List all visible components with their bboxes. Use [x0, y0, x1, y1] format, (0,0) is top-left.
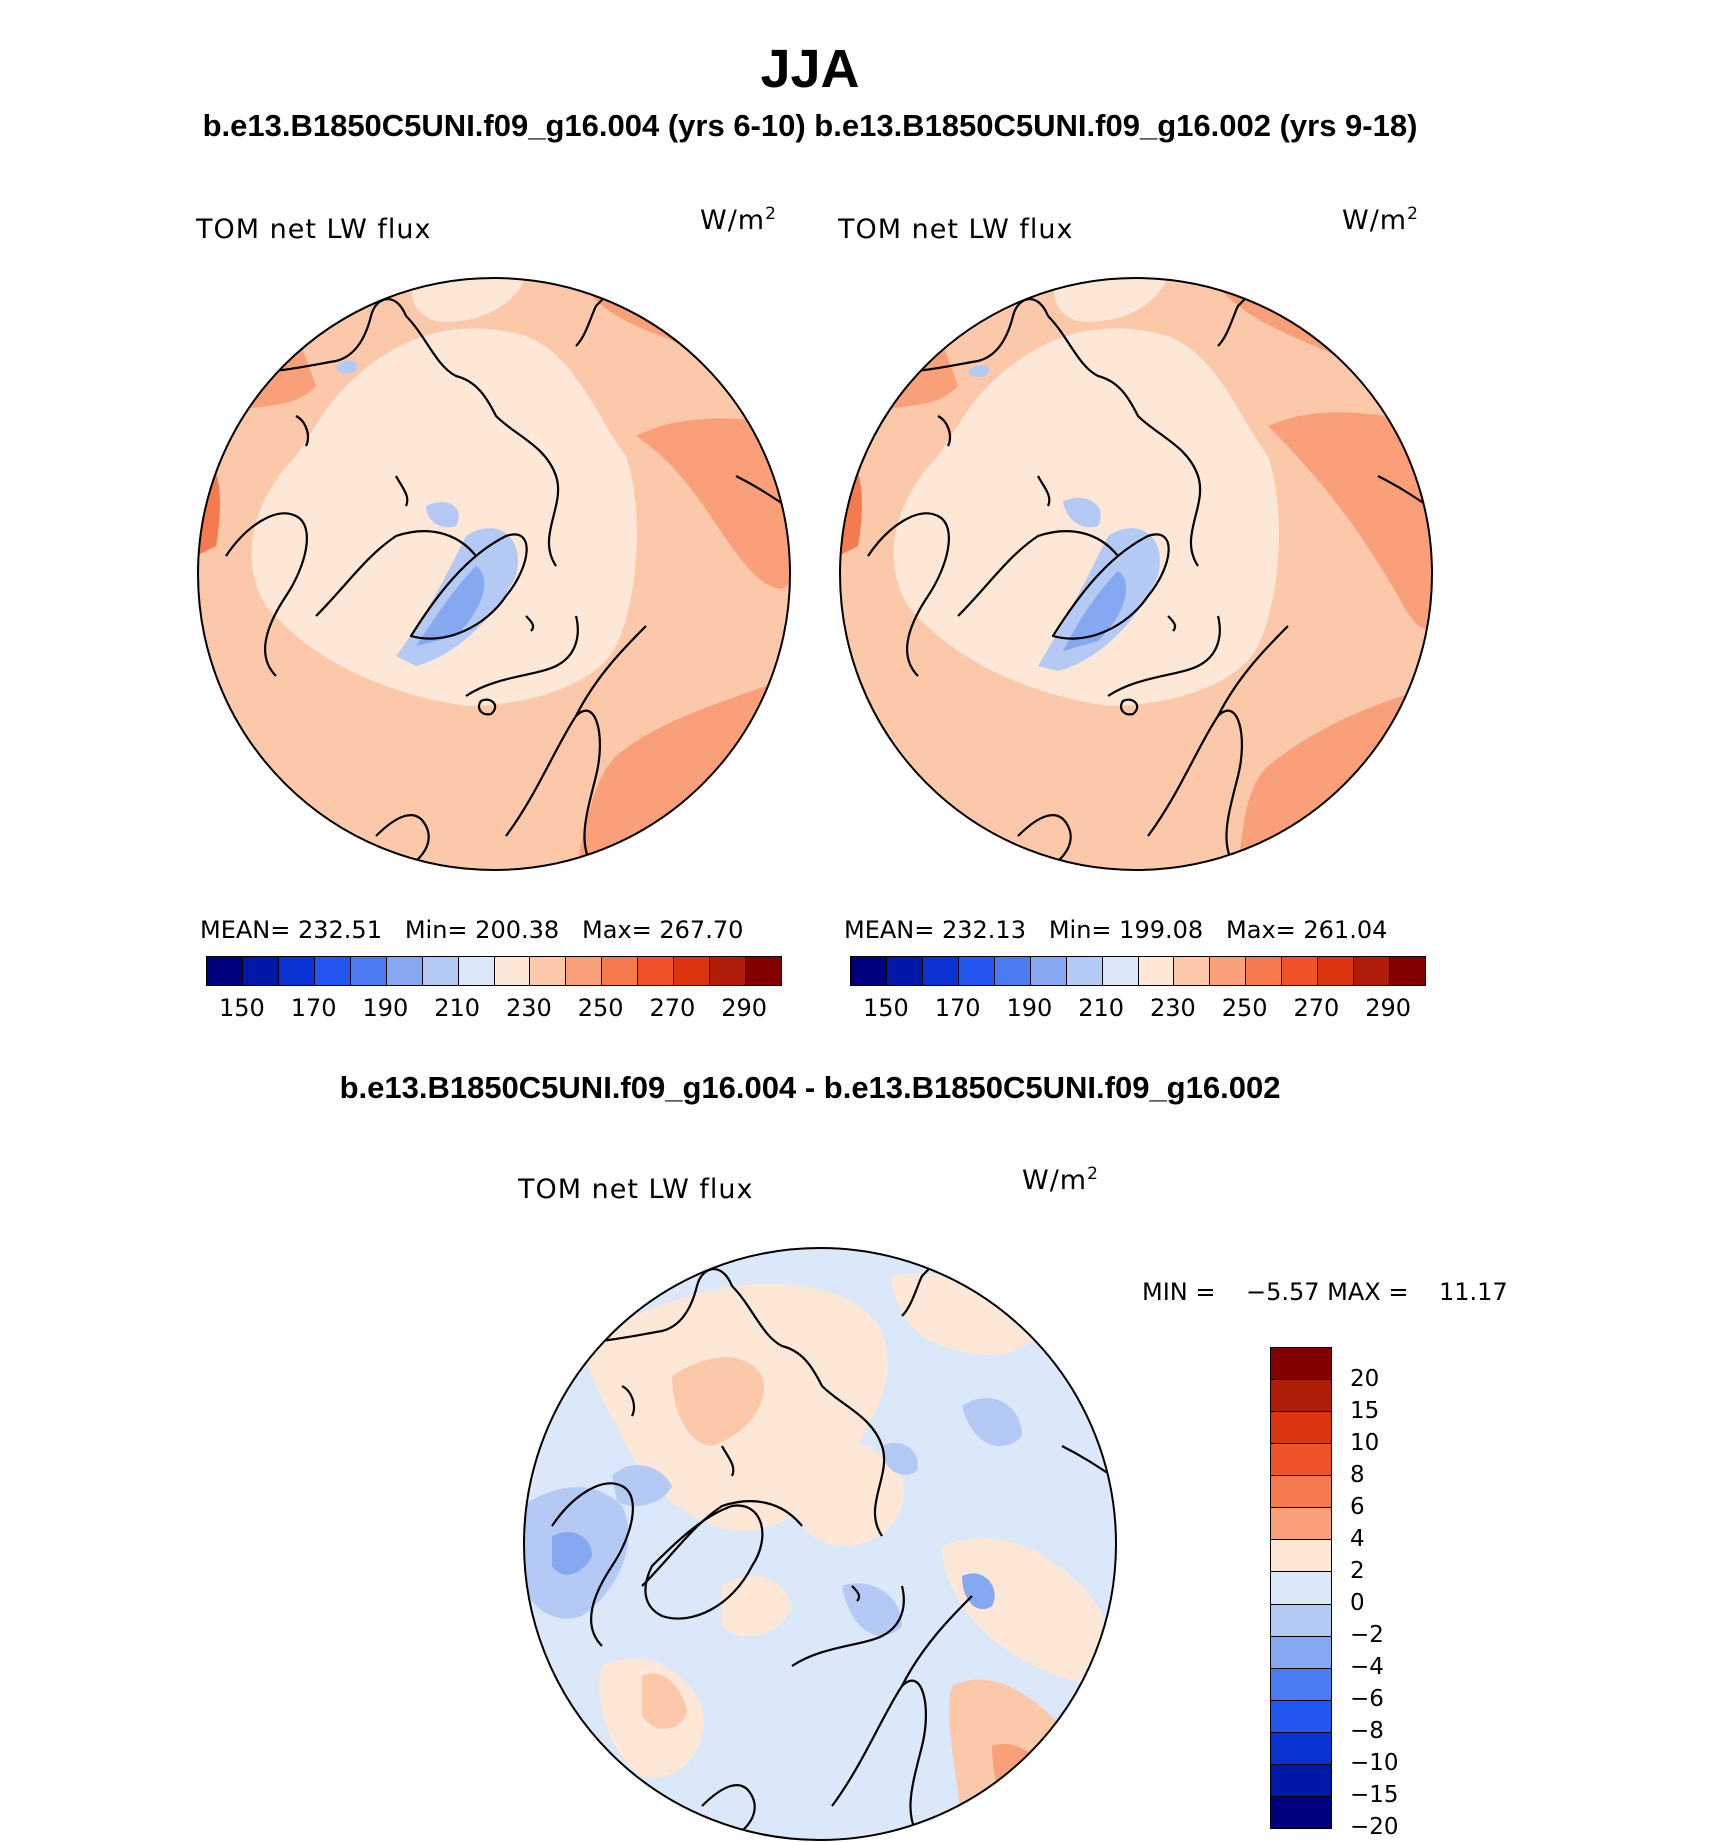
colorbar-tick-label: −20: [1350, 1814, 1399, 1840]
colorbar-tick-label: 15: [1350, 1398, 1380, 1424]
colorbar-tick-label: 270: [1293, 994, 1340, 1022]
colorbar-tick-label: 4: [1350, 1526, 1365, 1552]
colorbar-swatch: [1390, 957, 1425, 985]
colorbar-tick-label: 0: [1350, 1590, 1365, 1616]
colorbar-swatch: [1271, 1732, 1331, 1765]
colorbar-swatch: [602, 957, 639, 985]
colorbar-tick-label: 190: [1006, 994, 1053, 1022]
polar-map-case2: [839, 277, 1433, 871]
panel1-variable-label: TOM net LW flux: [196, 214, 432, 245]
colorbar-swatch: [314, 957, 351, 985]
colorbar-tick-label: −10: [1350, 1750, 1399, 1776]
colorbar-swatch: [922, 957, 959, 985]
colorbar-swatch: [1354, 957, 1391, 985]
colorbar-swatch: [746, 957, 781, 985]
colorbar-swatch: [350, 957, 387, 985]
colorbar-tick-label: 290: [1365, 994, 1412, 1022]
colorbar-swatch: [994, 957, 1031, 985]
colorbar-swatch: [638, 957, 675, 985]
colorbar-swatch: [1066, 957, 1103, 985]
colorbar-swatch: [886, 957, 923, 985]
colorbar-swatch: [242, 957, 279, 985]
colorbar-swatch: [1271, 1668, 1331, 1701]
colorbar-swatch: [1174, 957, 1211, 985]
colorbar-swatch: [1318, 957, 1355, 985]
colorbar-tick-label: 230: [1149, 994, 1196, 1022]
colorbar-tick-label: 10: [1350, 1430, 1380, 1456]
colorbar-swatch: [1271, 1796, 1331, 1828]
colorbar-tick-label: −8: [1350, 1718, 1384, 1744]
colorbar-swatch: [1271, 1380, 1331, 1413]
polar-map-case1: [197, 277, 791, 871]
colorbar-swatch: [1271, 1348, 1331, 1381]
colorbar-swatch: [1271, 1412, 1331, 1445]
colorbar-tick-label: 190: [362, 994, 409, 1022]
colorbar-swatch: [207, 957, 243, 985]
colorbar-swatch: [530, 957, 567, 985]
subtitle-cases: b.e13.B1850C5UNI.f09_g16.004 (yrs 6-10) …: [202, 108, 1418, 143]
colorbar-swatch: [1271, 1476, 1331, 1509]
colorbar-tick-label: 20: [1350, 1366, 1380, 1392]
colorbar-tick-label: −15: [1350, 1782, 1399, 1808]
colorbar-swatch: [1271, 1444, 1331, 1477]
colorbar-tick-label: 210: [434, 994, 481, 1022]
colorbar-swatch: [1271, 1572, 1331, 1605]
colorbar-swatch: [958, 957, 995, 985]
panel3-colorbar-ticks: 20 15 10 8 6 4 2 0 −2 −4 −6 −8 −10 −15 −20: [1350, 1347, 1430, 1840]
colorbar-swatch: [1246, 957, 1283, 985]
colorbar-tick-label: −2: [1350, 1622, 1384, 1648]
colorbar-tick-label: 250: [577, 994, 624, 1022]
colorbar-tick-label: 2: [1350, 1558, 1365, 1584]
colorbar-tick-label: 250: [1221, 994, 1268, 1022]
colorbar-swatch: [1138, 957, 1175, 985]
colorbar-swatch: [494, 957, 531, 985]
colorbar-swatch: [566, 957, 603, 985]
colorbar-tick-label: 210: [1078, 994, 1125, 1022]
colorbar-swatch: [1271, 1604, 1331, 1637]
colorbar-swatch: [458, 957, 495, 985]
colorbar-swatch: [1271, 1508, 1331, 1541]
colorbar-tick-label: 170: [290, 994, 337, 1022]
panel3-units-label: W/m2: [1022, 1164, 1099, 1196]
polar-map-difference: [523, 1247, 1117, 1841]
panel2-units-label: W/m2: [1342, 204, 1419, 236]
colorbar-swatch: [1030, 957, 1067, 985]
colorbar-tick-label: −6: [1350, 1686, 1384, 1712]
panel3-stats: MIN = −5.57 MAX = 11.17: [1142, 1278, 1508, 1306]
panel1-colorbar-ticks: 150 170 190 210 230 250 270 290: [206, 994, 780, 1024]
colorbar-swatch: [1271, 1540, 1331, 1573]
colorbar-swatch: [386, 957, 423, 985]
colorbar-swatch: [422, 957, 459, 985]
colorbar-tick-label: 290: [721, 994, 768, 1022]
subtitle-difference: b.e13.B1850C5UNI.f09_g16.004 - b.e13.B18…: [339, 1070, 1281, 1105]
colorbar-swatch: [674, 957, 711, 985]
panel2-variable-label: TOM net LW flux: [838, 214, 1074, 245]
colorbar-tick-label: 230: [505, 994, 552, 1022]
panel1-colorbar: [206, 956, 782, 986]
colorbar-swatch: [1271, 1636, 1331, 1669]
colorbar-tick-label: 8: [1350, 1462, 1365, 1488]
colorbar-swatch: [851, 957, 887, 985]
colorbar-swatch: [710, 957, 747, 985]
panel1-units-label: W/m2: [700, 204, 777, 236]
panel2-colorbar-ticks: 150 170 190 210 230 250 270 290: [850, 994, 1424, 1024]
colorbar-swatch: [1210, 957, 1247, 985]
panel2-stats: MEAN= 232.13 Min= 199.08 Max= 261.04: [844, 916, 1388, 944]
colorbar-swatch: [1271, 1700, 1331, 1733]
colorbar-tick-label: −4: [1350, 1653, 1384, 1680]
colorbar-tick-label: 150: [218, 994, 265, 1022]
panel1-stats: MEAN= 232.51 Min= 200.38 Max= 267.70: [200, 916, 744, 944]
panel3-variable-label: TOM net LW flux: [518, 1174, 754, 1205]
panel2-colorbar: [850, 956, 1426, 986]
colorbar-swatch: [1271, 1764, 1331, 1797]
panel3-colorbar: [1270, 1347, 1332, 1829]
colorbar-swatch: [278, 957, 315, 985]
colorbar-swatch: [1282, 957, 1319, 985]
colorbar-tick-label: 170: [934, 994, 981, 1022]
colorbar-tick-label: 270: [649, 994, 696, 1022]
colorbar-tick-label: 6: [1350, 1493, 1365, 1520]
colorbar-tick-label: 150: [862, 994, 909, 1022]
colorbar-swatch: [1102, 957, 1139, 985]
figure-title: JJA: [760, 39, 860, 99]
